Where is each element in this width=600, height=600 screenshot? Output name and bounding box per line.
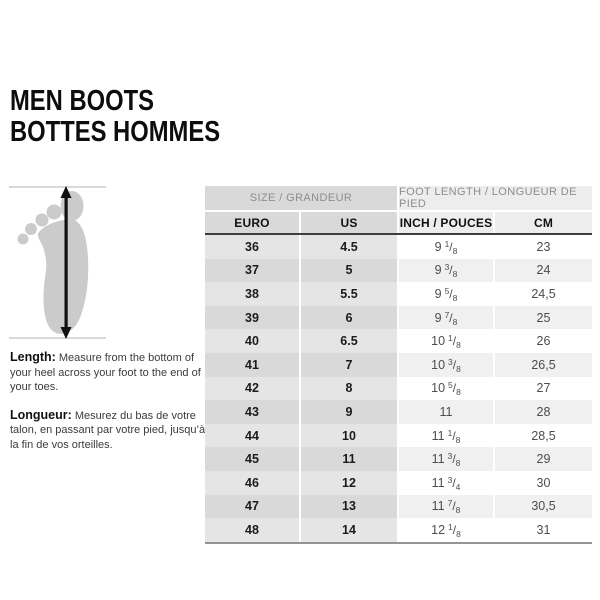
page-title-line2: BOTTES HOMMES [10,116,221,148]
cm-cell: 29 [495,447,592,471]
table-row: 42 8 10 5/8 27 [205,376,592,401]
cm-cell: 31 [495,518,592,542]
inch-cell: 11 7/8 [399,494,493,519]
longueur-instruction: Longueur: Mesurez du bas de votre talon,… [10,408,206,453]
us-cell: 12 [301,470,397,495]
inch-cell: 11 3/4 [399,470,493,495]
length-text: Measure from the bottom of your heel acr… [10,352,201,393]
us-cell: 14 [301,518,397,542]
table-row: 46 12 11 3/4 30 [205,470,592,495]
table-row: 38 5.5 9 5/8 24,5 [205,282,592,306]
inch-cell: 10 1/8 [399,329,493,353]
size-table: SIZE / GRANDEUR FOOT LENGTH / LONGUEUR D… [205,186,592,544]
column-header-us: US [301,212,397,233]
column-header-euro: EURO [205,212,299,233]
group-header-size: SIZE / GRANDEUR [205,186,397,210]
us-cell: 5.5 [301,282,397,306]
table-row: 37 5 9 3/8 24 [205,258,592,283]
inch-cell: 9 5/8 [399,282,493,306]
inch-cell: 9 3/8 [399,258,493,283]
group-header-foot-length: FOOT LENGTH / LONGUEUR DE PIED [399,186,592,210]
cm-cell: 24,5 [495,282,592,306]
foot-silhouette [17,191,89,334]
inch-cell: 12 1/8 [399,518,493,542]
cm-cell: 28 [495,400,592,424]
euro-cell: 39 [205,305,299,330]
euro-cell: 38 [205,282,299,306]
table-column-header-row: EURO US INCH / POUCES CM [205,212,592,233]
foot-diagram-svg [9,186,106,339]
us-cell: 8 [301,376,397,401]
length-label: Length: [10,350,56,364]
cm-cell: 30 [495,470,592,495]
measure-arrow [60,186,72,339]
table-body: 36 4.5 9 1/8 23 37 5 9 3/8 24 38 5.5 9 5/8 … [205,235,592,542]
euro-cell: 48 [205,518,299,542]
inch-cell: 11/ [399,400,493,424]
euro-cell: 40 [205,329,299,353]
euro-cell: 41 [205,352,299,377]
cm-cell: 25 [495,305,592,330]
cm-cell: 26 [495,329,592,353]
column-header-cm: CM [495,212,592,233]
table-row: 40 6.5 10 1/8 26 [205,329,592,353]
euro-cell: 46 [205,470,299,495]
length-instruction: Length: Measure from the bottom of your … [10,350,206,395]
inch-cell: 10 5/8 [399,376,493,401]
us-cell: 4.5 [301,235,397,259]
table-bottom-line [205,541,592,544]
longueur-label: Longueur: [10,407,72,422]
cm-cell: 26,5 [495,352,592,377]
inch-cell: 10 3/8 [399,352,493,377]
cm-cell: 28,5 [495,423,592,448]
page-title-line1: MEN BOOTS [10,85,155,117]
table-row: 39 6 9 7/8 25 [205,305,592,330]
us-cell: 5 [301,258,397,283]
euro-cell: 45 [205,447,299,471]
table-row: 36 4.5 9 1/8 23 [205,235,592,259]
column-header-inch: INCH / POUCES [399,212,493,233]
euro-cell: 47 [205,494,299,519]
inch-cell: 11 1/8 [399,423,493,448]
euro-cell: 44 [205,423,299,448]
inch-cell: 9 7/8 [399,305,493,330]
us-cell: 11 [301,447,397,471]
table-row: 44 10 11 1/8 28,5 [205,423,592,448]
euro-cell: 43 [205,400,299,424]
table-row: 45 11 11 3/8 29 [205,447,592,471]
us-cell: 6 [301,305,397,330]
page-title: MEN BOOTS BOTTES HOMMES [10,86,220,148]
cm-cell: 30,5 [495,494,592,519]
longueur-text: Mesurez du bas de votre talon, en passan… [10,409,206,451]
cm-cell: 24 [495,258,592,283]
us-cell: 9 [301,400,397,424]
cm-cell: 23 [495,235,592,259]
euro-cell: 42 [205,376,299,401]
table-row: 41 7 10 3/8 26,5 [205,352,592,377]
us-cell: 6.5 [301,329,397,353]
euro-cell: 36 [205,235,299,259]
foot-measurement-diagram [9,183,106,343]
us-cell: 10 [301,423,397,448]
table-group-header-row: SIZE / GRANDEUR FOOT LENGTH / LONGUEUR D… [205,186,592,210]
table-row: 43 9 11/ 28 [205,400,592,424]
table-row: 47 13 11 7/8 30,5 [205,494,592,519]
table-row: 48 14 12 1/8 31 [205,518,592,542]
us-cell: 7 [301,352,397,377]
euro-cell: 37 [205,258,299,283]
us-cell: 13 [301,494,397,519]
inch-cell: 9 1/8 [399,235,493,259]
measuring-instructions: Length: Measure from the bottom of your … [10,350,206,465]
cm-cell: 27 [495,376,592,401]
inch-cell: 11 3/8 [399,447,493,471]
header-divider-line [205,233,592,235]
